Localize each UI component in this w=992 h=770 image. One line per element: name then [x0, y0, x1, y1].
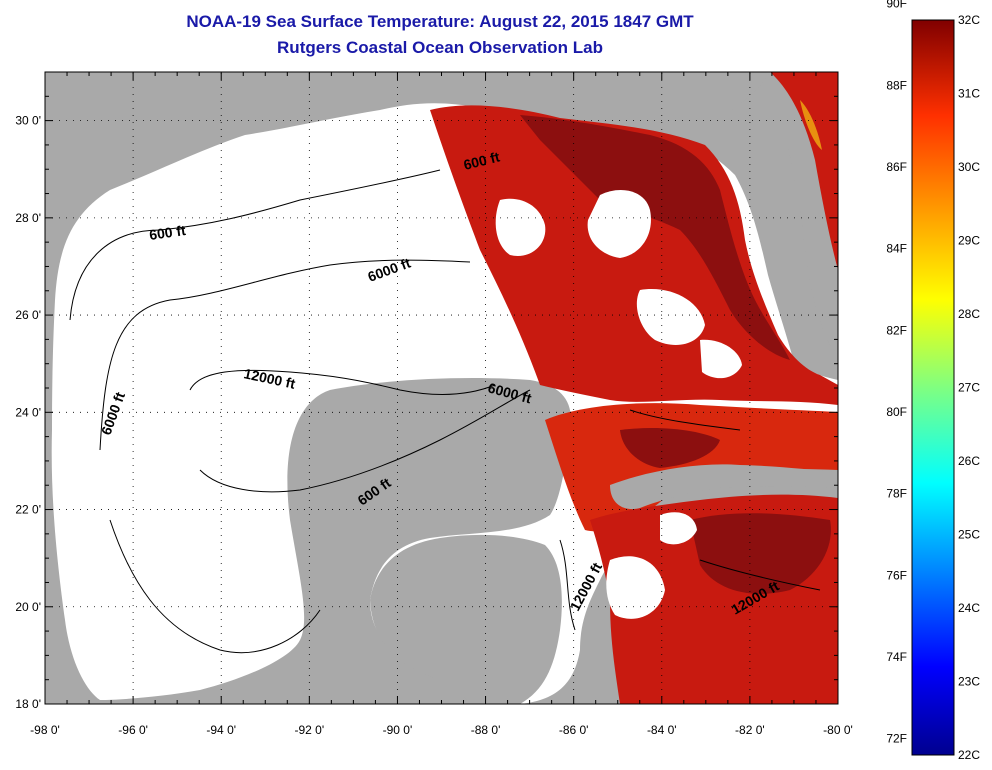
- colorbar-celsius-label: 28C: [958, 307, 980, 321]
- colorbar-celsius-label: 30C: [958, 160, 980, 174]
- lon-tick-label: -96 0': [118, 723, 148, 737]
- colorbar-celsius-label: 22C: [958, 748, 980, 762]
- colorbar-celsius-label: 23C: [958, 675, 980, 689]
- lat-tick-label: 30 0': [15, 114, 41, 128]
- colorbar-celsius-label: 32C: [958, 13, 980, 27]
- map-subtitle: Rutgers Coastal Ocean Observation Lab: [277, 38, 603, 57]
- axis-tick-labels: -98 0' -96 0' -94 0' -92 0' -90 0' -88 0' -86 …: [15, 114, 852, 737]
- colorbar-celsius-label: 29C: [958, 234, 980, 248]
- colorbar-fahrenheit-label: 76F: [886, 568, 907, 582]
- lon-tick-label: -84 0': [647, 723, 677, 737]
- colorbar-celsius-label: 31C: [958, 87, 980, 101]
- colorbar-celsius-label: 26C: [958, 454, 980, 468]
- colorbar-fahrenheit-label: 90F: [886, 0, 907, 11]
- lat-tick-label: 20 0': [15, 600, 41, 614]
- lon-tick-label: -90 0': [383, 723, 413, 737]
- colorbar-celsius-label: 27C: [958, 381, 980, 395]
- lon-tick-label: -80 0': [823, 723, 853, 737]
- lat-tick-label: 28 0': [15, 211, 41, 225]
- lon-tick-label: -98 0': [30, 723, 60, 737]
- sst-northeast-dark: [520, 115, 790, 360]
- colorbar-fahrenheit-label: 82F: [886, 323, 907, 337]
- yucatan-land: [370, 534, 562, 704]
- colorbar-celsius-label: 24C: [958, 601, 980, 615]
- lat-tick-label: 18 0': [15, 697, 41, 711]
- colorbar-fahrenheit-label: 78F: [886, 487, 907, 501]
- colorbar-fahrenheit-label: 74F: [886, 650, 907, 664]
- lon-tick-label: -86 0': [559, 723, 589, 737]
- sst-northeast: [430, 105, 838, 406]
- lon-tick-label: -94 0': [206, 723, 236, 737]
- lat-tick-label: 22 0': [15, 503, 41, 517]
- colorbar-fahrenheit-label: 72F: [886, 732, 907, 746]
- lon-tick-label: -92 0': [295, 723, 325, 737]
- contour-6000ft: [99, 259, 471, 451]
- colorbar-fahrenheit-label: 88F: [886, 78, 907, 92]
- contour-12000ft: [189, 369, 496, 396]
- contour-600ft: [69, 169, 441, 321]
- contour-label: 600 ft: [148, 222, 187, 243]
- axis-ticks: [44, 71, 839, 705]
- colorbar-labels: 32C 31C 30C 29C 28C 27C 26C 25C 24C 23C 22C 90F 88F 8…: [886, 0, 980, 762]
- colorbar-fahrenheit-label: 84F: [886, 242, 907, 256]
- graticule: [45, 72, 838, 704]
- lat-tick-label: 24 0': [15, 405, 41, 419]
- florida-land: [705, 72, 838, 355]
- lon-tick-label: -88 0': [471, 723, 501, 737]
- cuba-land: [610, 464, 838, 510]
- colorbar-celsius-label: 25C: [958, 528, 980, 542]
- map-title: NOAA-19 Sea Surface Temperature: August …: [186, 12, 694, 31]
- lon-tick-label: -82 0': [735, 723, 765, 737]
- colorbar: [911, 19, 955, 756]
- colorbar-fahrenheit-label: 80F: [886, 405, 907, 419]
- colorbar-fahrenheit-label: 86F: [886, 160, 907, 174]
- lat-tick-label: 26 0': [15, 308, 41, 322]
